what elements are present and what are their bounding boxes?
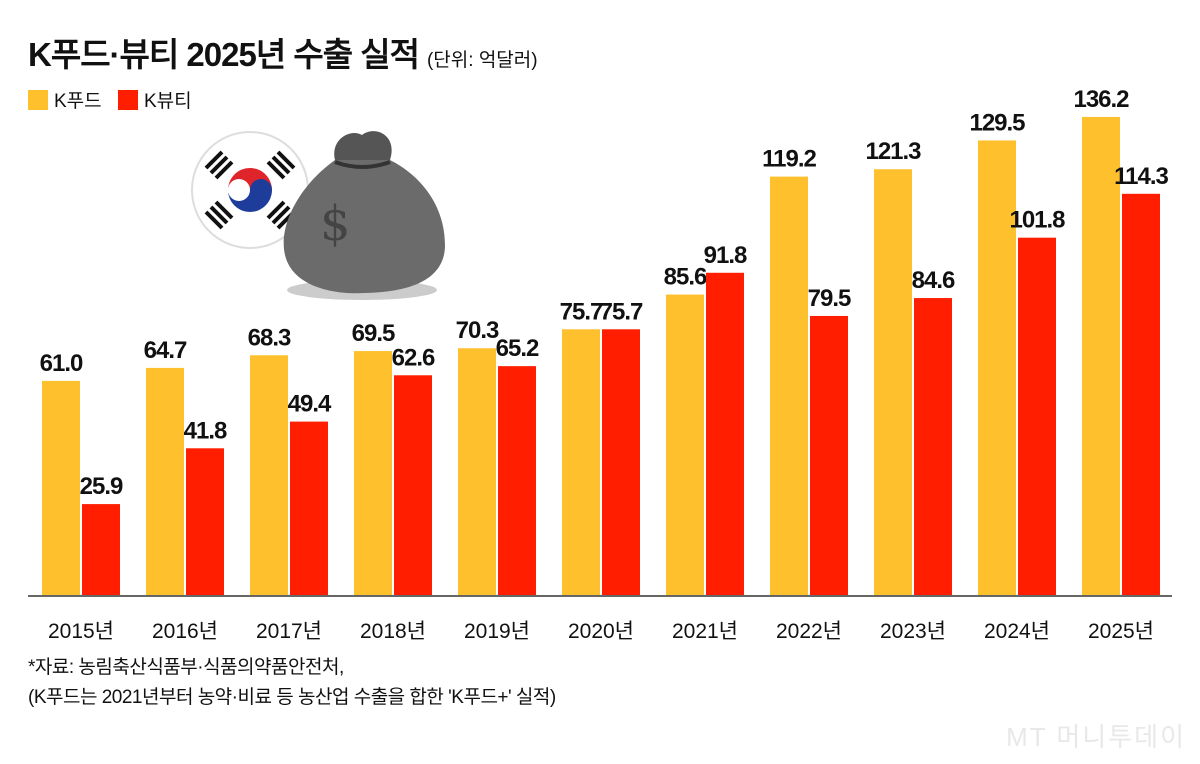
data-label: 61.0 — [40, 350, 83, 377]
title-text: K푸드·뷰티 2025년 수출 실적 — [28, 36, 420, 73]
x-tick-label: 2015년 — [48, 620, 114, 643]
data-label: 75.7 — [560, 298, 603, 325]
bar-kbeauty — [706, 272, 744, 595]
data-label: 75.7 — [600, 298, 643, 325]
money-bag-icon: $ — [283, 131, 445, 300]
x-tick-label: 2023년 — [880, 620, 946, 643]
bar-kfood — [1082, 116, 1120, 596]
x-tick-label: 2017년 — [256, 620, 322, 643]
data-label: 84.6 — [912, 267, 955, 294]
bar-kfood — [874, 169, 912, 595]
legend-swatch-kbeauty — [118, 89, 138, 110]
bar-kbeauty — [82, 504, 120, 595]
bar-kbeauty — [602, 329, 640, 595]
x-tick-label: 2025년 — [1088, 620, 1154, 643]
bar-kbeauty — [290, 421, 328, 595]
x-tick-label: 2019년 — [464, 620, 530, 643]
bar-kfood — [250, 355, 288, 595]
source-note-2: (K푸드는 2021년부터 농약·비료 등 농산업 수출을 합한 'K푸드+' … — [28, 687, 556, 708]
data-label: 49.4 — [288, 391, 332, 418]
data-label: 119.2 — [762, 146, 816, 173]
data-label: 129.5 — [969, 109, 1025, 136]
bar-kfood — [146, 367, 184, 595]
bar-kfood — [42, 380, 80, 595]
x-tick-label: 2020년 — [568, 620, 634, 643]
data-label: 79.5 — [808, 285, 851, 312]
data-label: 68.3 — [248, 324, 291, 351]
svg-text:$: $ — [320, 196, 351, 252]
bar-kfood — [458, 348, 496, 595]
legend-swatch-kfood — [28, 89, 48, 110]
x-tick-label: 2018년 — [360, 620, 426, 643]
bar-kbeauty — [498, 366, 536, 595]
bar-kbeauty — [186, 448, 224, 595]
bar-kbeauty — [394, 375, 432, 595]
data-label: 62.6 — [392, 344, 435, 371]
legend-label-kfood: K푸드 — [54, 91, 102, 112]
chart-title: K푸드·뷰티 2025년 수출 실적 (단위: 억달러) — [28, 28, 538, 76]
bar-kfood — [666, 294, 704, 595]
legend-label-kbeauty: K뷰티 — [144, 91, 192, 112]
legend-kfood: K푸드 — [28, 86, 102, 113]
bar-kfood — [354, 351, 392, 595]
bar-kfood — [770, 176, 808, 595]
data-label: 85.6 — [664, 264, 707, 291]
bar-kbeauty — [914, 298, 952, 595]
x-tick-label: 2021년 — [672, 620, 738, 643]
bar-kfood — [978, 140, 1016, 595]
data-label: 101.8 — [1009, 207, 1065, 234]
bar-kbeauty — [1122, 193, 1160, 595]
bar-kbeauty — [810, 315, 848, 595]
data-label: 121.3 — [865, 138, 921, 165]
source-note: *자료: 농림축산식품부·식품의약품안전처, — [28, 657, 344, 678]
bar-kfood — [562, 329, 600, 595]
data-label: 114.3 — [1114, 163, 1168, 190]
bar-kbeauty — [1018, 237, 1056, 595]
data-label: 136.2 — [1073, 86, 1129, 113]
legend-kbeauty: K뷰티 — [118, 86, 192, 113]
data-label: 64.7 — [144, 337, 187, 364]
data-label: 65.2 — [496, 335, 539, 362]
unit-label: (단위: 억달러) — [426, 50, 538, 71]
data-label: 69.5 — [352, 320, 395, 347]
x-tick-label: 2024년 — [984, 620, 1050, 643]
data-label: 41.8 — [184, 417, 227, 444]
x-tick-label: 2016년 — [152, 620, 218, 643]
data-label: 91.8 — [704, 242, 747, 269]
logo: MT 머니투데이 — [1006, 722, 1186, 752]
data-label: 25.9 — [80, 473, 123, 500]
x-tick-label: 2022년 — [776, 620, 842, 643]
data-label: 70.3 — [456, 317, 499, 344]
